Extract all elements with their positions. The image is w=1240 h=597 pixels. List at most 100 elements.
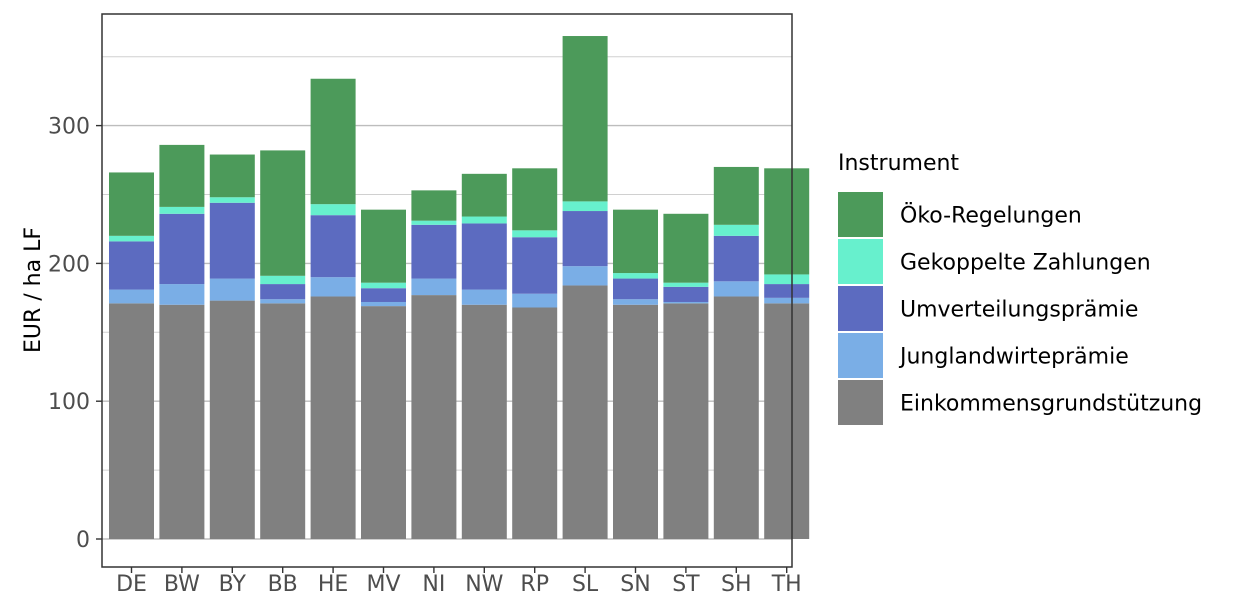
bar-segment	[663, 286, 709, 302]
bar-segment	[361, 288, 406, 302]
y-axis-title: EUR / ha LF	[21, 227, 46, 353]
bar-segment	[109, 289, 154, 304]
x-tick-label: NI	[422, 572, 445, 597]
bar-segment	[461, 216, 507, 224]
bar-segment	[361, 209, 406, 283]
legend-key	[838, 380, 883, 425]
bar-segment	[159, 144, 205, 207]
bar-segment	[159, 284, 205, 305]
bar-segment	[461, 289, 507, 305]
legend-key	[838, 239, 883, 284]
bar-segment	[411, 224, 457, 279]
bar-segment	[260, 299, 306, 304]
legend-label: Gekoppelte Zahlungen	[900, 251, 1151, 276]
y-tick-label: 100	[48, 390, 90, 415]
bar-segment	[613, 304, 658, 539]
bar-segment	[209, 300, 255, 539]
bar-segment	[209, 154, 255, 198]
bar-segment	[411, 190, 457, 221]
x-tick-label: BW	[164, 572, 200, 597]
legend-key	[838, 192, 883, 237]
bar-segment	[562, 201, 608, 212]
x-tick-label: SL	[572, 572, 599, 597]
x-tick-label: NW	[465, 572, 503, 597]
x-tick-label: BB	[268, 572, 298, 597]
bar-segment	[713, 166, 759, 225]
bar-segment	[209, 197, 255, 203]
bar-segment	[461, 223, 507, 290]
bar-segment	[411, 220, 457, 225]
bar-segment	[663, 301, 709, 304]
bar-segment	[310, 277, 356, 297]
bar-segment	[512, 293, 558, 308]
y-axis: 0 100 200 300	[48, 115, 102, 553]
bar-segment	[613, 278, 658, 300]
legend-label: Umverteilungsprämie	[900, 298, 1138, 323]
bar-segment	[209, 202, 255, 279]
bar-segment	[260, 284, 306, 300]
bar-segment	[310, 78, 356, 205]
bar-segment	[713, 235, 759, 282]
bar-segment	[310, 204, 356, 216]
bar-segment	[764, 274, 810, 285]
bar-segment	[562, 266, 608, 286]
x-tick-label: TH	[771, 572, 802, 597]
bar-segment	[310, 215, 356, 278]
bar-segment	[663, 213, 709, 283]
legend-key	[838, 286, 883, 331]
bar-segment	[109, 172, 154, 236]
bar-segment	[159, 213, 205, 285]
plot-panel-border	[101, 13, 793, 568]
bar-segment	[562, 211, 608, 267]
x-tick-label: DE	[116, 572, 147, 597]
legend-title: Instrument	[838, 151, 959, 176]
x-tick-label: HE	[318, 572, 348, 597]
bar-segment	[209, 278, 255, 301]
bar-segment	[411, 295, 457, 539]
x-tick-label: RP	[520, 572, 549, 597]
bar-segment	[461, 304, 507, 539]
bar-segment	[512, 230, 558, 238]
y-tick-label: 300	[48, 115, 90, 140]
bar-segment	[764, 303, 810, 539]
bar-segment	[713, 224, 759, 236]
bar-segment	[411, 278, 457, 296]
x-tick-label: ST	[672, 572, 700, 597]
bar-segment	[613, 299, 658, 305]
bar-segment	[764, 297, 810, 304]
bar-segment	[361, 282, 406, 289]
x-axis: DE BW BY BB HE MV NI NW RP SL SN ST SH TH	[116, 567, 802, 597]
bar-segment	[512, 237, 558, 294]
bar-segment	[764, 168, 810, 275]
bar-segment	[613, 209, 658, 274]
bar-segment	[562, 285, 608, 539]
bar-segment	[109, 303, 154, 539]
legend-key	[838, 333, 883, 378]
bar-segment	[159, 304, 205, 539]
bar-segment	[260, 275, 306, 285]
x-tick-label: SH	[721, 572, 752, 597]
bar-segment	[310, 296, 356, 539]
bar-segment	[361, 306, 406, 539]
bar-segment	[613, 273, 658, 279]
bar-segment	[713, 296, 759, 539]
x-tick-label: MV	[366, 572, 400, 597]
legend-label: Einkommensgrundstützung	[900, 392, 1202, 417]
bar-segment	[663, 303, 709, 539]
y-tick-label: 0	[76, 528, 90, 553]
bar-segment	[260, 303, 306, 539]
bar-segment	[109, 241, 154, 290]
legend: Instrument Öko-Regelungen Gekoppelte Zahl…	[838, 151, 1202, 425]
legend-label: Öko-Regelungen	[900, 203, 1082, 229]
bar-segment	[713, 281, 759, 297]
bars	[109, 36, 810, 539]
legend-label: Junglandwirteprämie	[898, 345, 1129, 370]
bar-segment	[361, 301, 406, 307]
x-tick-label: BY	[219, 572, 247, 597]
y-tick-label: 200	[48, 252, 90, 277]
bar-segment	[512, 168, 558, 231]
bar-segment	[461, 173, 507, 217]
x-tick-label: SN	[620, 572, 650, 597]
bar-segment	[512, 307, 558, 539]
